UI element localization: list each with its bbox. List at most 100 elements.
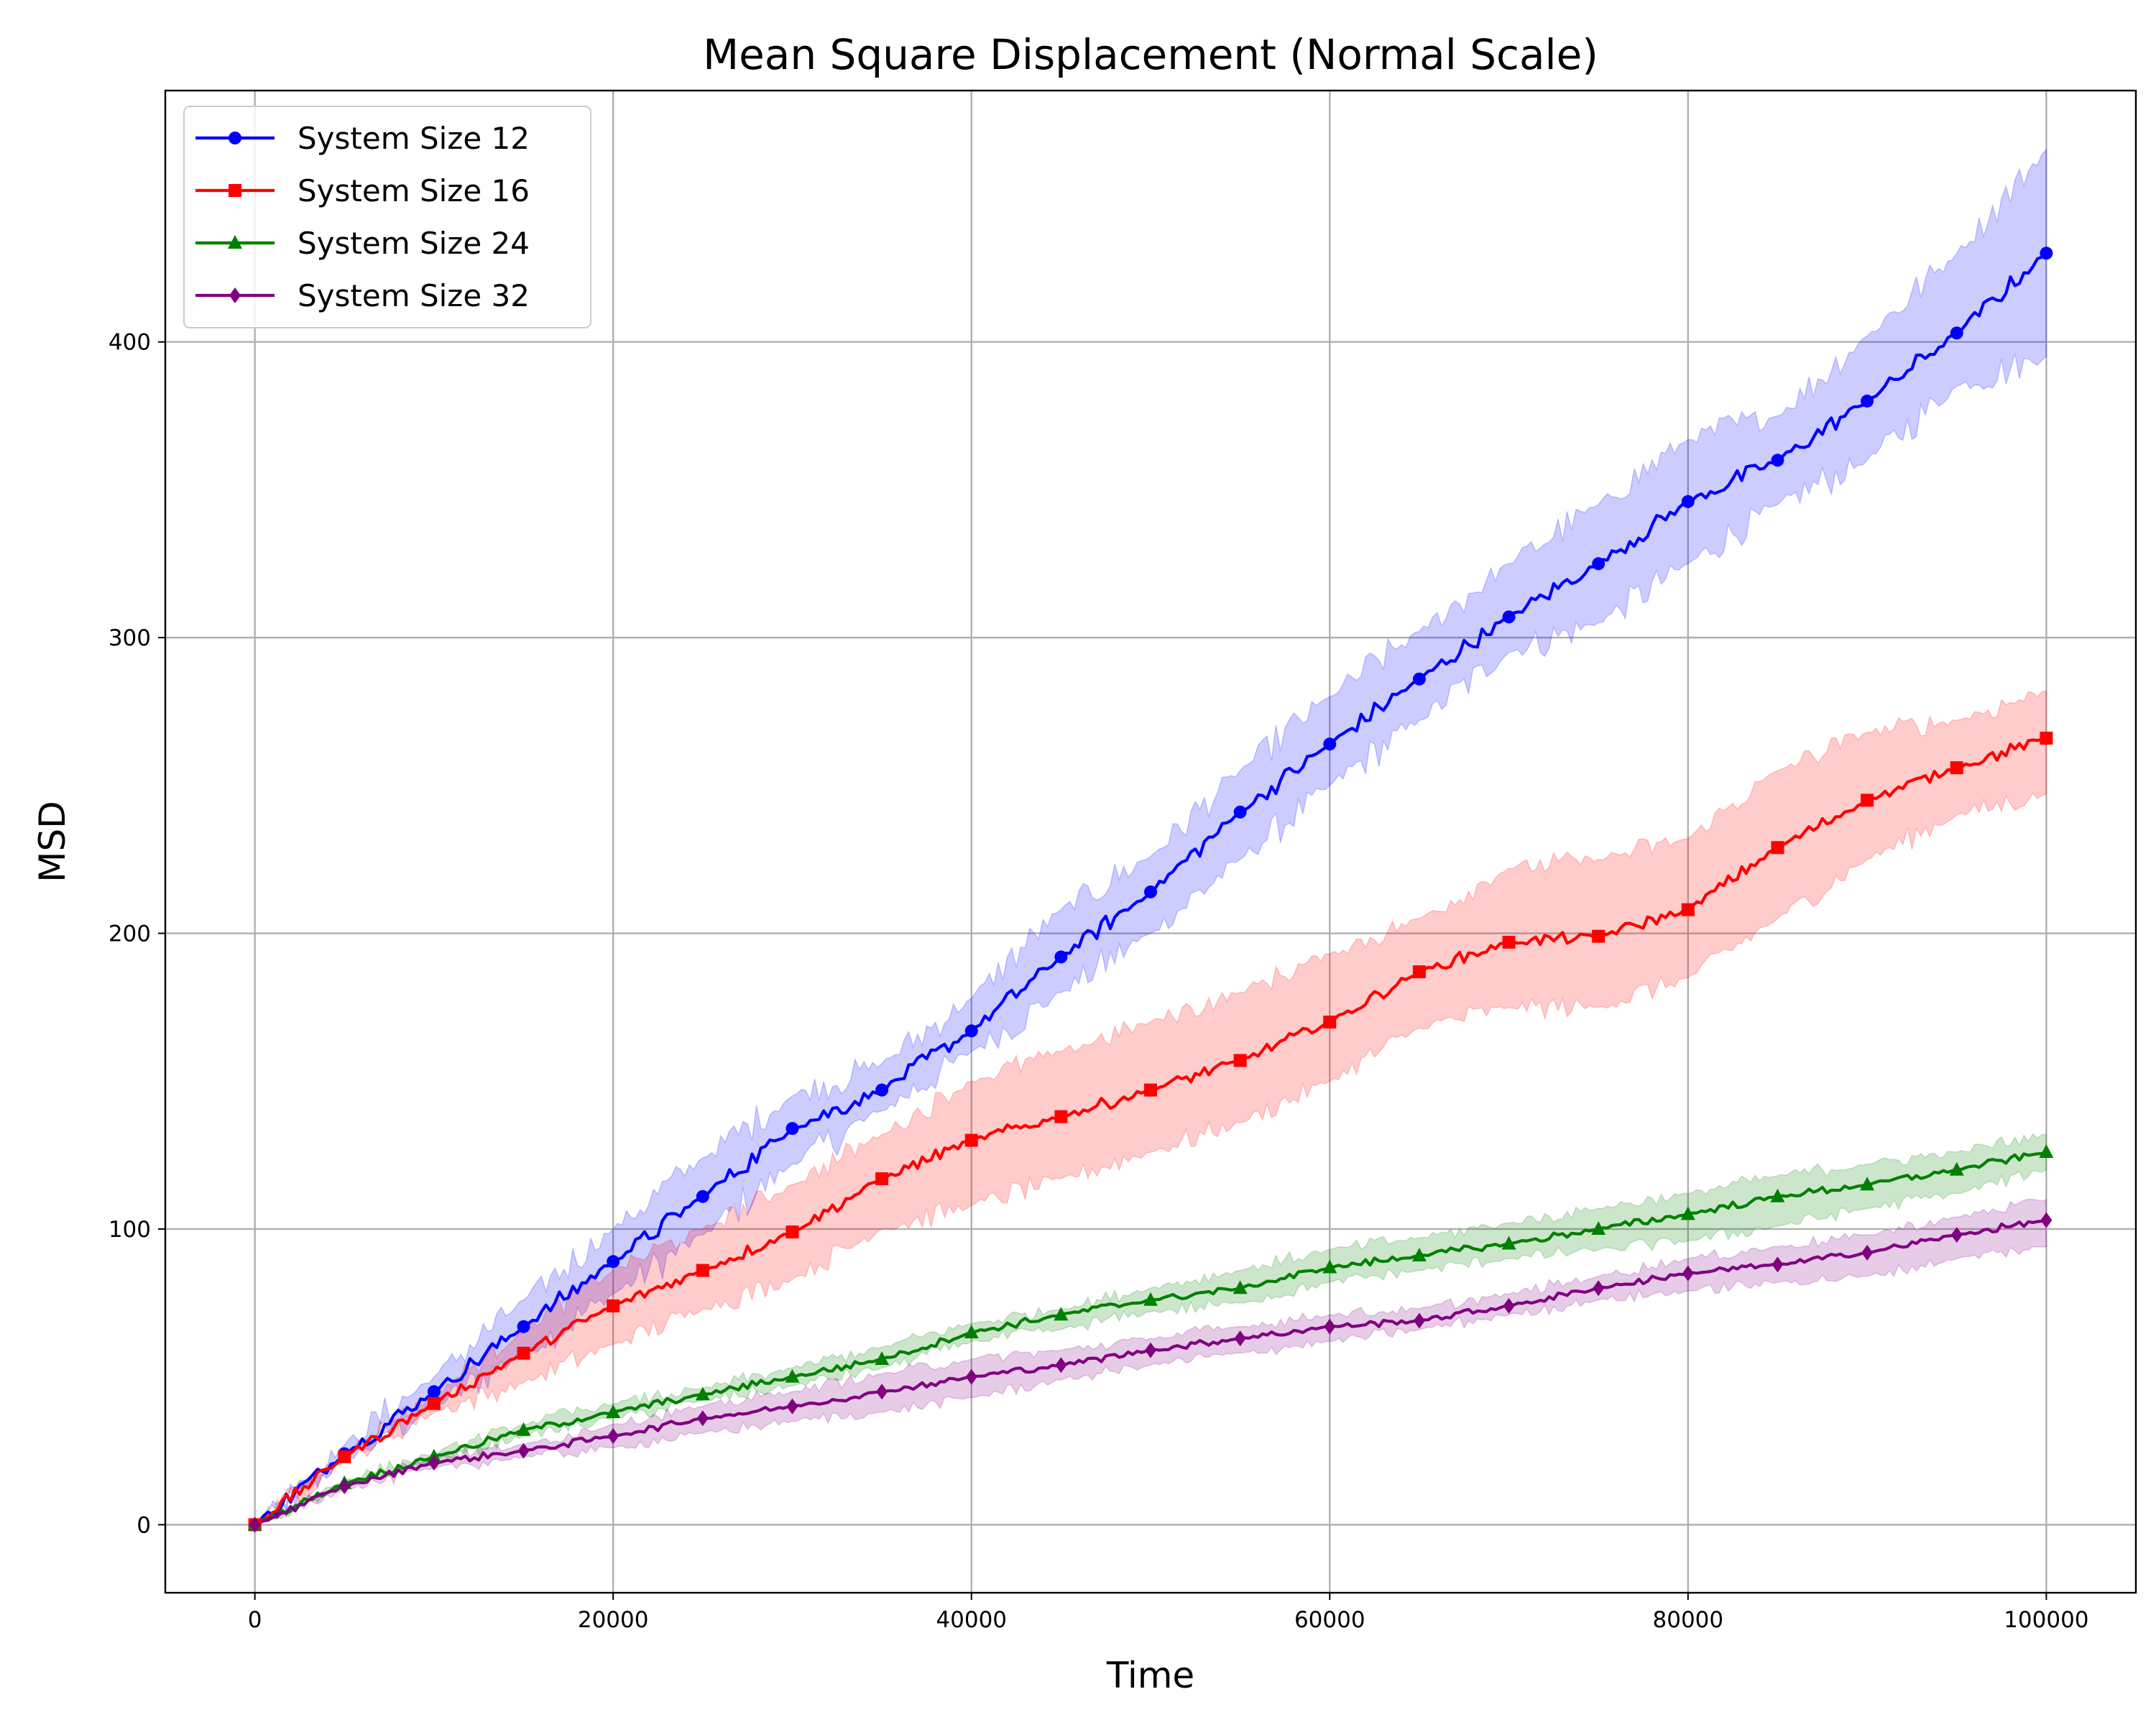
data-point-marker [1502, 610, 1516, 624]
data-point-marker [964, 1133, 978, 1147]
data-point-marker [786, 1122, 799, 1136]
data-point-marker [427, 1397, 441, 1410]
data-point-marker [1592, 929, 1606, 943]
data-point-marker [1233, 805, 1247, 819]
y-axis-label: MSD [32, 801, 73, 882]
data-point-marker [785, 1368, 800, 1383]
data-point-marker [1681, 903, 1695, 916]
data-point-marker [1770, 1188, 1785, 1202]
data-point-marker [1950, 761, 1963, 775]
data-point-marker [2039, 1144, 2054, 1158]
data-point-marker [516, 1422, 531, 1436]
legend: System Size 12 System Size 16 System Size … [183, 106, 591, 328]
data-point-marker [696, 1190, 709, 1203]
data-point-marker [1771, 454, 1784, 467]
plot-frame [164, 89, 2137, 1594]
y-tick-label: 300 [109, 625, 151, 651]
data-point-marker [1145, 1342, 1156, 1358]
data-point-marker [1682, 1265, 1694, 1282]
data-point-marker [1771, 841, 1784, 855]
data-point-marker [1772, 1256, 1784, 1273]
data-point-marker [1411, 1247, 1427, 1261]
data-point-marker [1413, 1312, 1425, 1329]
data-point-marker [964, 1024, 978, 1038]
data-point-marker [1054, 1110, 1068, 1123]
data-point-marker [1592, 557, 1606, 571]
x-tick-label: 80000 [1653, 1607, 1724, 1633]
grid [165, 91, 2136, 1593]
data-point-marker [1055, 1357, 1067, 1374]
data-point-marker [1324, 1318, 1336, 1335]
x-tick-label: 60000 [1294, 1607, 1365, 1633]
data-point-marker [607, 1299, 620, 1312]
data-point-marker [696, 1264, 709, 1277]
data-point-marker [696, 1410, 709, 1427]
data-point-marker [1950, 1227, 1963, 1243]
data-point-marker [2040, 1212, 2053, 1228]
data-point-marker [427, 1385, 441, 1399]
data-point-marker [1322, 1259, 1337, 1274]
data-point-marker [1054, 1307, 1069, 1321]
data-point-marker [1591, 1220, 1606, 1235]
data-point-marker [2040, 247, 2053, 260]
data-point-marker [1234, 1330, 1246, 1347]
data-point-marker [1412, 672, 1426, 686]
data-point-marker [875, 1351, 890, 1365]
x-tick-label: 100000 [2004, 1607, 2088, 1633]
x-tick-label: 40000 [936, 1607, 1007, 1633]
legend-label: System Size 32 [298, 278, 530, 313]
data-point-marker [517, 1443, 530, 1459]
data-point-marker [1861, 1244, 1874, 1261]
legend-label: System Size 24 [298, 226, 530, 261]
data-point-marker [1144, 885, 1157, 898]
data-point-marker [875, 1083, 889, 1097]
series-markers [247, 247, 2054, 1533]
data-point-marker [229, 132, 241, 144]
x-tick-label: 0 [248, 1607, 262, 1633]
x-axis-label: Time [1106, 1655, 1194, 1696]
legend-label: System Size 12 [298, 121, 530, 156]
data-point-marker [1143, 1292, 1158, 1306]
data-point-marker [338, 1450, 351, 1463]
data-point-marker [428, 1454, 440, 1471]
x-tick-label: 20000 [578, 1607, 649, 1633]
data-point-marker [1949, 1162, 1964, 1176]
y-tick-label: 400 [109, 330, 151, 356]
data-point-marker [229, 288, 241, 303]
data-point-marker [1412, 965, 1426, 979]
data-point-marker [1144, 1083, 1157, 1097]
data-point-marker [228, 235, 242, 249]
legend-label: System Size 16 [298, 173, 530, 208]
data-point-marker [1950, 326, 1963, 340]
legend-box [183, 106, 591, 328]
data-point-marker [1680, 1206, 1695, 1220]
data-point-marker [964, 1324, 979, 1338]
axis-ticks: 0 20000 40000 60000 80000 100000 0 100 200 300 400 [109, 330, 2089, 1633]
data-point-marker [786, 1398, 798, 1414]
data-point-marker [607, 1427, 619, 1444]
data-point-marker [875, 1172, 889, 1186]
data-point-marker [1861, 794, 1874, 807]
data-point-marker [1233, 1054, 1247, 1067]
data-point-marker [786, 1225, 799, 1239]
y-tick-label: 0 [137, 1512, 151, 1538]
data-point-marker [1233, 1280, 1248, 1294]
data-point-marker [1502, 935, 1516, 949]
data-point-marker [517, 1320, 530, 1333]
y-tick-label: 100 [109, 1217, 151, 1243]
data-point-marker [876, 1384, 888, 1400]
data-point-marker [1323, 737, 1337, 751]
data-point-marker [1501, 1236, 1516, 1250]
data-point-marker [1860, 1177, 1875, 1191]
data-point-marker [229, 184, 241, 197]
data-point-marker [965, 1368, 977, 1385]
data-point-marker [1593, 1280, 1605, 1297]
data-point-marker [249, 1517, 261, 1533]
data-point-marker [606, 1404, 621, 1419]
data-point-marker [338, 1478, 351, 1494]
data-point-marker [1681, 494, 1695, 508]
data-point-marker [607, 1255, 620, 1269]
data-point-marker [1054, 950, 1068, 964]
chart-title: Mean Square Displacement (Normal Scale) [703, 30, 1598, 79]
data-point-marker [1323, 1015, 1337, 1029]
